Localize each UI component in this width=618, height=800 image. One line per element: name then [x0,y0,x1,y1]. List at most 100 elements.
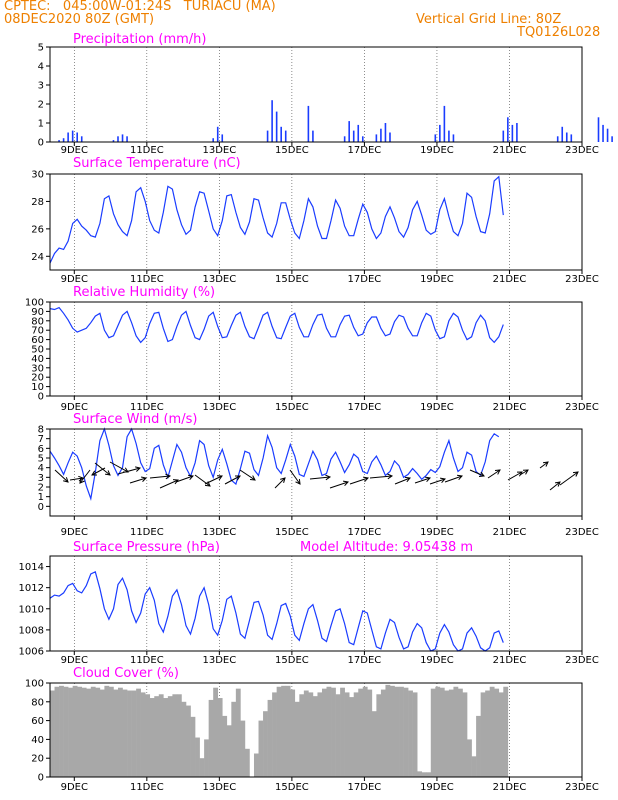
precip-bar [597,117,600,142]
cloud-cover-bar [303,690,309,777]
precip-bar [434,134,437,142]
panel-frame [49,555,583,652]
x-tick-label: 9DEC [61,402,88,413]
y-tick-label: 1014 [19,562,44,573]
wind-arrowhead [280,477,286,483]
panel-1: 0 1 2 3 4 5 9DEC 11DEC 13DEC 15DEC 17DEC 19DEC 21DEC… [38,32,613,156]
x-tick-label: 9DEC [61,782,88,793]
wind-arrowhead [79,477,85,484]
panel-title: Surface Temperature (nC) [73,156,241,171]
cloud-cover-bar [335,694,341,777]
y-tick-label: 1008 [19,625,44,636]
wind-arrow [224,475,241,485]
precip-bar [443,105,446,142]
x-tick-label: 21DEC [493,527,527,538]
wind-arrowhead [424,476,431,483]
precip-bar [507,117,509,142]
wind-arrowhead [234,475,241,481]
cloud-cover-bar [344,692,350,777]
precip-bar [280,126,282,142]
cloud-cover-bar [412,692,418,777]
cloud-cover-bar [267,699,273,777]
y-tick-label: 30 [31,170,44,181]
cloud-cover-bar [331,687,336,777]
precip-bar [602,124,604,142]
cloud-cover-bar [503,686,509,777]
wind-arrow [149,475,171,479]
cloud-cover-bar [394,686,400,777]
wind-arrow [369,475,393,479]
wind-arrowhead [135,466,142,472]
x-tick-label: 17DEC [348,655,382,666]
wind-arrow [175,475,194,483]
precip-bar [439,124,441,142]
wind-arrow [79,469,91,484]
y-tick-label: 2 [38,100,44,111]
cloud-cover-bar [104,685,110,777]
precip-bar [384,123,387,142]
cloud-cover-bar [340,687,345,777]
x-tick-label: 21DEC [493,655,527,666]
y-tick-label: 100 [25,298,44,309]
wind-arrow [194,474,211,487]
precip-bar [611,136,613,142]
precip-bar [121,134,124,142]
x-tick-label: 11DEC [130,145,164,156]
wind-arrowhead [104,470,111,476]
y-tick-label: 24 [31,252,44,263]
cloud-cover-bar [276,686,282,777]
precip-bar [502,130,505,142]
cloud-cover-bar [389,685,395,777]
wind-arrow [414,477,431,484]
cloud-cover-bar [403,687,409,777]
x-tick-label: 13DEC [202,527,236,538]
panel-frame [49,301,583,397]
precip-bar [266,130,269,142]
cloud-cover-bar [444,690,450,777]
cloud-cover-bar [81,687,87,777]
x-tick-label: 21DEC [493,402,527,413]
series-line [49,427,500,501]
x-tick-label: 9DEC [61,527,88,538]
panel-frame [49,428,583,517]
wind-arrow [109,461,129,473]
x-tick-label: 11DEC [130,274,164,285]
series-line [49,306,504,344]
y-tick-label: 60 [31,335,44,346]
wind-arrow [444,475,463,483]
cloud-cover-bar [312,696,318,777]
wind-arrow [54,469,69,483]
cloud-cover-bar [471,756,477,777]
cloud-cover-bar [235,688,241,777]
cloud-cover-bar [77,686,83,777]
panel-title: Relative Humidity (%) [73,285,215,300]
cloud-cover-bar [385,684,391,777]
cloud-cover-bar [140,692,146,777]
cloud-cover-bar [371,711,377,777]
precip-bar [126,136,128,142]
cloud-cover-bar [54,686,60,777]
cloud-cover-bar [158,694,164,777]
wind-arrowhead [249,475,256,481]
cloud-cover-bar [308,692,314,777]
x-tick-label: 13DEC [202,402,236,413]
precip-bar [67,132,69,142]
y-tick-label: 30 [31,363,44,374]
y-tick-label: 90 [31,307,44,318]
x-tick-label: 17DEC [348,527,382,538]
wind-arrowhead [439,477,446,484]
station-header: CPTEC: 045:00W-01:24S TURIACU (MA) [4,0,276,14]
x-tick-label: 13DEC [202,274,236,285]
x-tick-label: 19DEC [420,145,454,156]
y-tick-label: 40 [31,354,44,365]
wind-arrowhead [522,469,529,475]
wind-arrow [349,477,369,485]
wind-arrow [239,469,256,481]
cloud-cover-bar [59,685,64,777]
cloud-cover-bar [163,698,169,777]
x-tick-label: 21DEC [493,145,527,156]
y-tick-label: 4 [38,463,44,474]
cloud-cover-bar [63,686,69,777]
